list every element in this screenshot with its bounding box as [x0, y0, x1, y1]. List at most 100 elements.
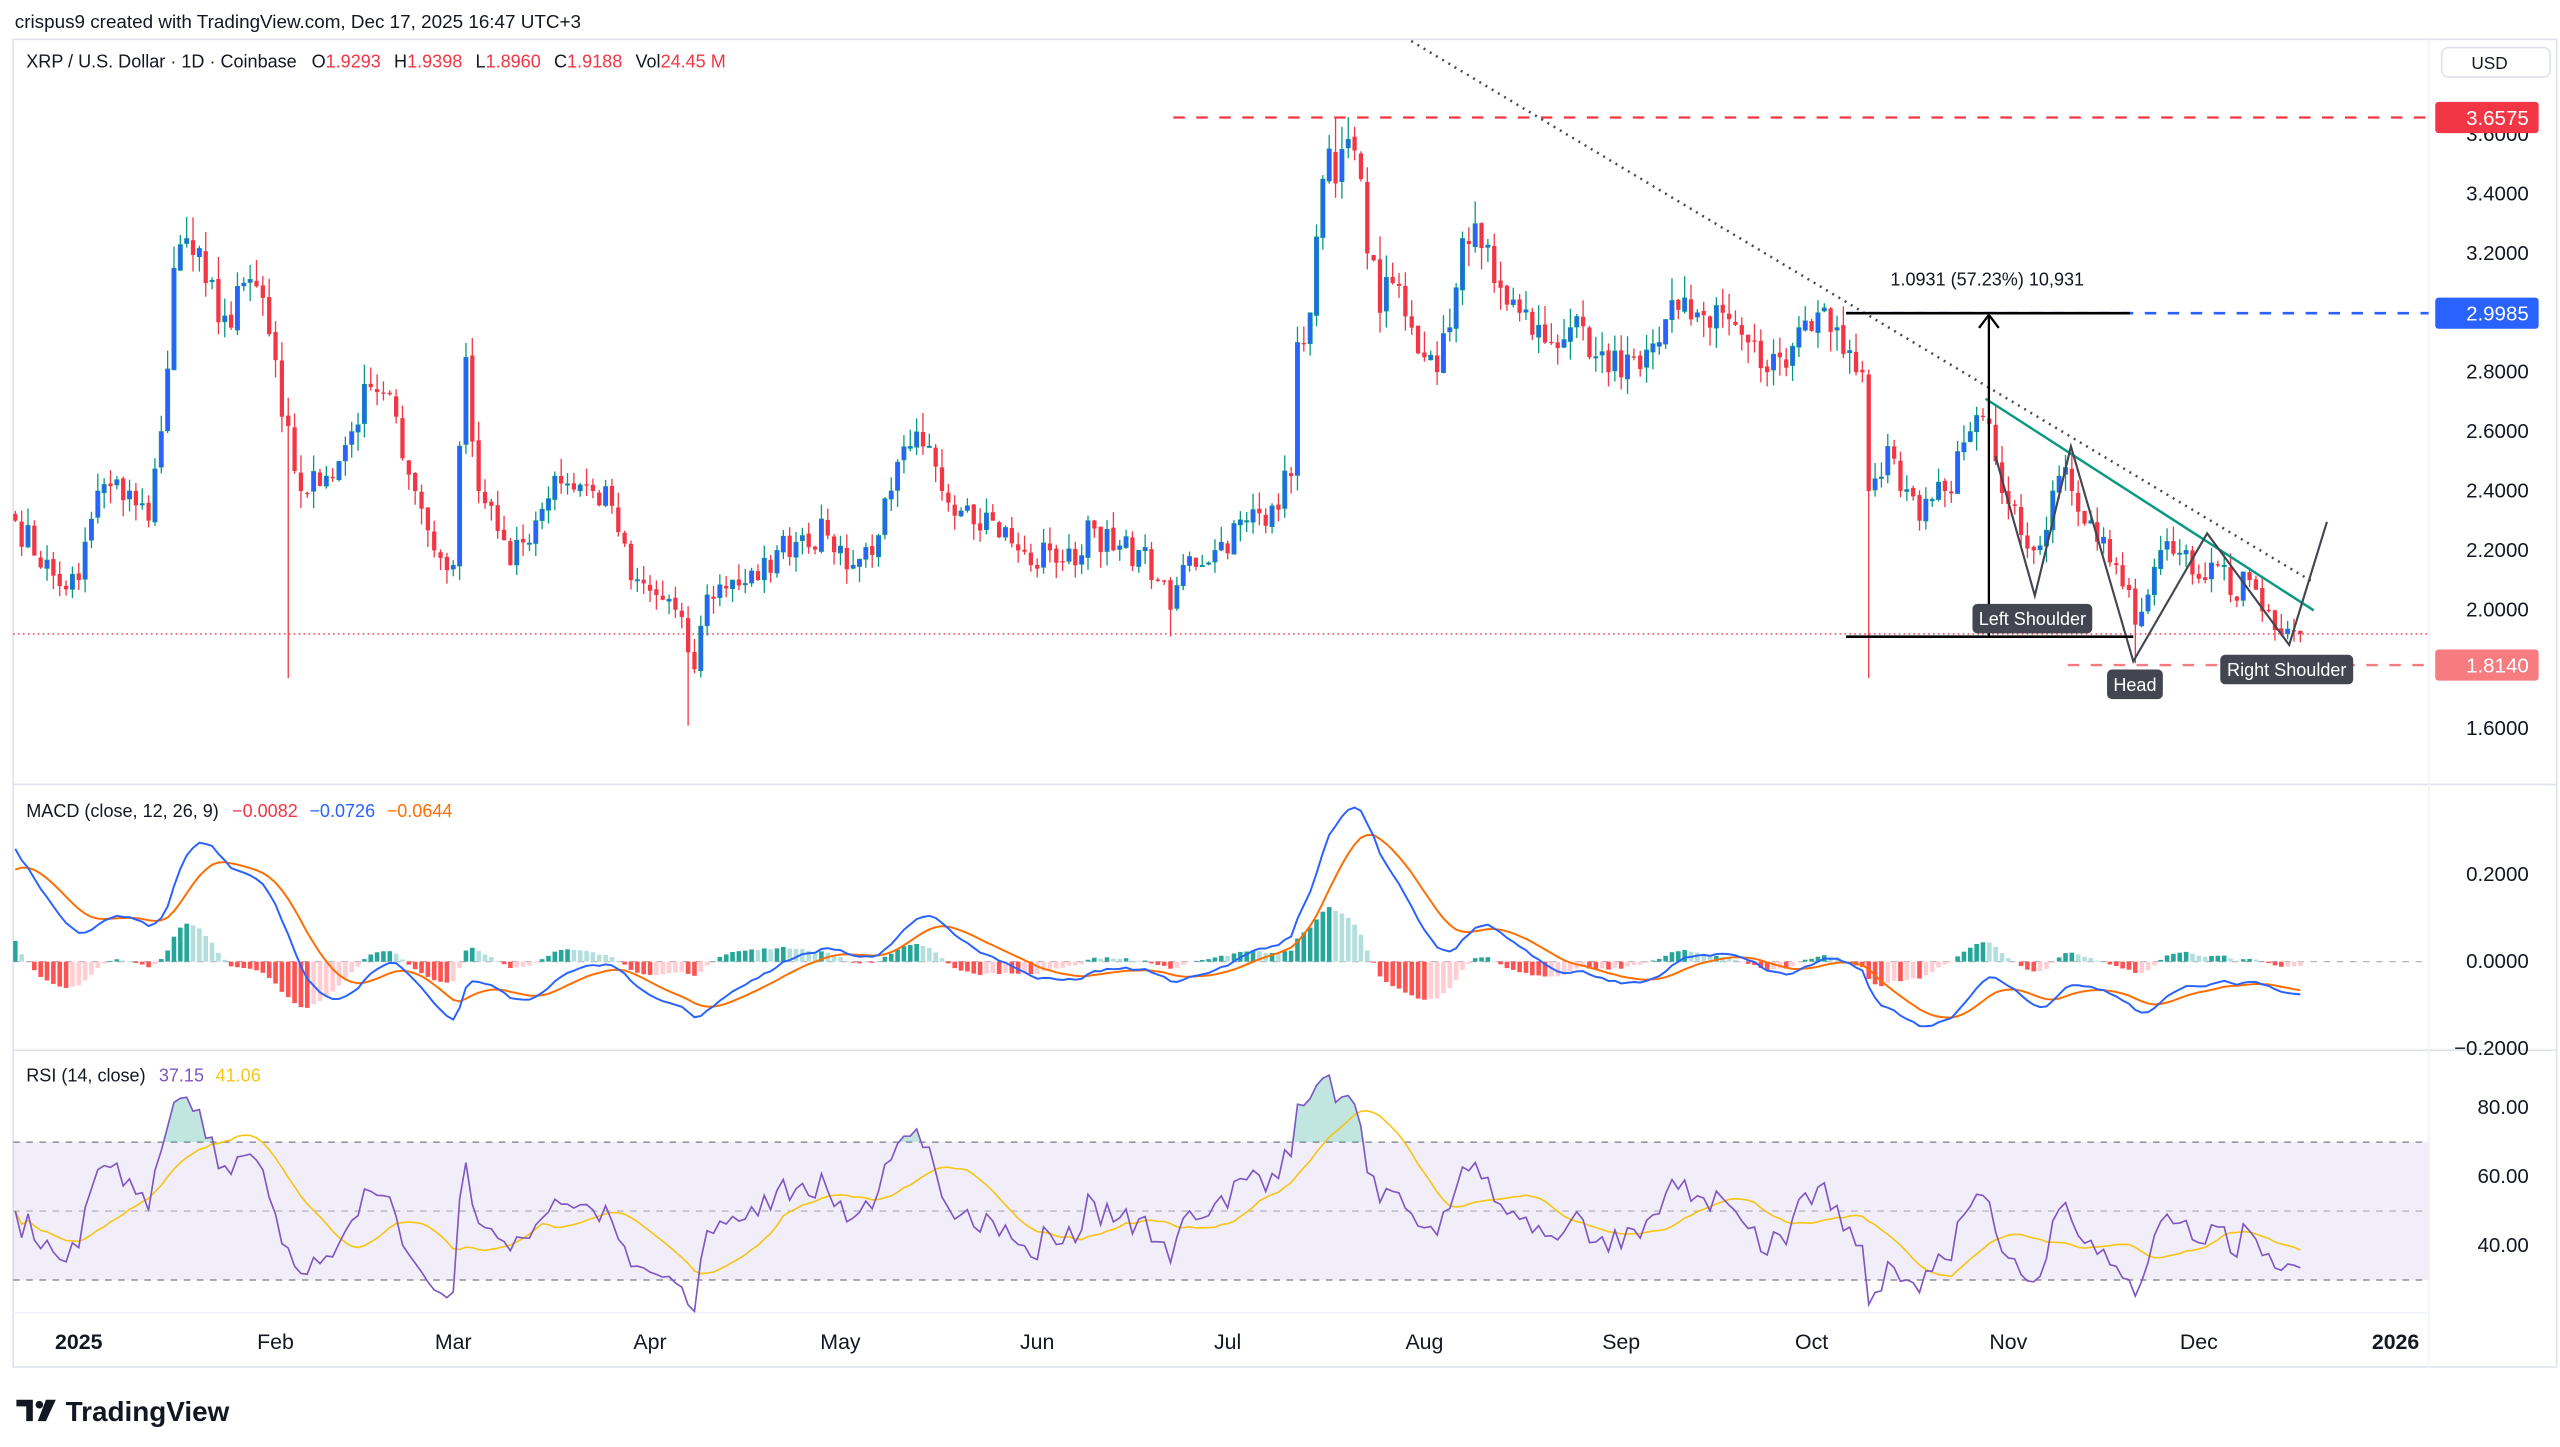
macd-histogram-bar — [761, 948, 767, 962]
candle — [1523, 291, 1529, 321]
head-and-shoulders-pattern[interactable] — [1994, 442, 2328, 665]
candle-body — [1409, 316, 1414, 328]
macd-histogram-bar — [1199, 959, 1205, 962]
annotation-right-shoulder[interactable]: Right Shoulder — [2220, 654, 2354, 685]
candle — [2151, 558, 2157, 606]
macd-histogram-bar — [831, 955, 837, 962]
candle-body — [2285, 628, 2291, 635]
candle — [1123, 529, 1129, 549]
macd-histogram-bar — [158, 959, 164, 962]
macd-histogram-bar — [1041, 961, 1046, 971]
candle — [799, 527, 805, 555]
candle-body — [1345, 138, 1351, 149]
currency-button[interactable]: USD — [2440, 46, 2551, 78]
candle-body — [837, 545, 843, 554]
candle — [552, 471, 558, 511]
candle-body — [1117, 545, 1123, 550]
candle-body — [438, 552, 443, 558]
macd-histogram-bar — [1485, 957, 1491, 962]
candle-body — [292, 427, 297, 471]
macd-histogram-bar — [1326, 907, 1332, 962]
green-trendline[interactable] — [1984, 397, 2315, 612]
candle — [2260, 575, 2265, 622]
candle-body — [717, 584, 723, 598]
candle-body — [2037, 545, 2043, 551]
macd-histogram-bar — [1599, 961, 1605, 969]
macd-histogram-bar — [647, 961, 653, 975]
macd-histogram-bar — [1003, 961, 1008, 974]
price-pane[interactable]: 1.0931 (57.23%) 10,931 Left Shoulder Hea… — [13, 39, 2429, 726]
macd-histogram-bar — [1085, 959, 1091, 962]
candle — [1390, 262, 1395, 285]
candle — [1911, 485, 1916, 501]
macd-histogram-bar — [1466, 961, 1472, 964]
candle-body — [2196, 573, 2201, 579]
candle — [933, 444, 938, 483]
macd-histogram-bar — [1384, 961, 1389, 983]
right-shoulder-label: Right Shoulder — [2227, 660, 2346, 680]
candle-body — [1885, 446, 1891, 476]
time-axis[interactable]: 2025 Feb Mar Apr May Jun Jul Aug Sep Oct Nov Dec 202… — [55, 1330, 2419, 1354]
candle — [1549, 323, 1554, 345]
candle — [914, 418, 920, 456]
candle-body — [1301, 342, 1306, 345]
macd-axis[interactable]: 0.2000 0.0000 −0.2000 — [2454, 863, 2529, 1060]
candle — [387, 390, 392, 396]
macd-histogram-bar — [2063, 953, 2068, 962]
candle-body — [603, 486, 609, 506]
macd-histogram-bar — [330, 961, 335, 992]
candle-body — [901, 446, 907, 461]
candle — [1447, 308, 1453, 342]
candle-body — [2279, 628, 2284, 634]
rsi-axis[interactable]: 80.00 60.00 40.00 — [2477, 1096, 2528, 1257]
candle-body — [1428, 354, 1434, 361]
head-label: Head — [2113, 675, 2156, 695]
candle — [2209, 547, 2214, 593]
candle-body — [685, 618, 691, 653]
candle-body — [997, 522, 1002, 538]
candle-body — [844, 547, 849, 570]
measure-tool[interactable]: 1.0931 (57.23%) 10,931 — [1846, 270, 2134, 639]
candle — [2253, 575, 2259, 590]
macd-histogram-bar — [381, 951, 386, 962]
time-tick: Jul — [1214, 1330, 1241, 1354]
candle — [1339, 126, 1345, 199]
candle — [1809, 318, 1814, 332]
candle — [755, 564, 761, 581]
candle-body — [806, 533, 811, 548]
candle-body — [1587, 327, 1592, 358]
annotation-left-shoulder[interactable]: Left Shoulder — [1972, 603, 2093, 634]
candle — [1713, 297, 1719, 348]
candle — [1536, 305, 1542, 354]
candle-body — [1155, 579, 1160, 581]
annotation-head[interactable]: Head — [2107, 669, 2163, 700]
candle-body — [1365, 182, 1370, 254]
candle — [1365, 167, 1370, 270]
macd-histogram-bar — [1764, 961, 1770, 970]
tradingview-logo[interactable]: TradingView — [16, 1396, 230, 1427]
candle-body — [1269, 505, 1275, 528]
candle-body — [361, 384, 367, 424]
candle — [2133, 578, 2138, 664]
time-tick: Aug — [1405, 1330, 1443, 1354]
macd-histogram-bar — [717, 956, 723, 962]
candle-body — [2139, 611, 2145, 627]
candle-body — [1060, 561, 1065, 563]
candle — [165, 350, 171, 433]
candle — [1619, 335, 1624, 390]
macd-pane[interactable] — [13, 806, 2429, 1028]
candle — [2025, 522, 2030, 558]
macd-histogram-bar — [1276, 953, 1281, 962]
candle — [1174, 576, 1180, 611]
price-axis[interactable]: 3.60003.40003.20002.80002.60002.40002.20… — [2466, 123, 2529, 740]
candle-body — [342, 445, 348, 462]
candle — [793, 532, 799, 572]
rsi-pane[interactable] — [13, 1073, 2429, 1313]
candle — [317, 468, 323, 487]
macd-histogram-bar — [1314, 919, 1319, 962]
macd-histogram-bar — [1180, 961, 1186, 965]
macd-histogram-bar — [635, 961, 640, 973]
candle — [2285, 620, 2291, 640]
macd-histogram-bar — [70, 961, 75, 987]
